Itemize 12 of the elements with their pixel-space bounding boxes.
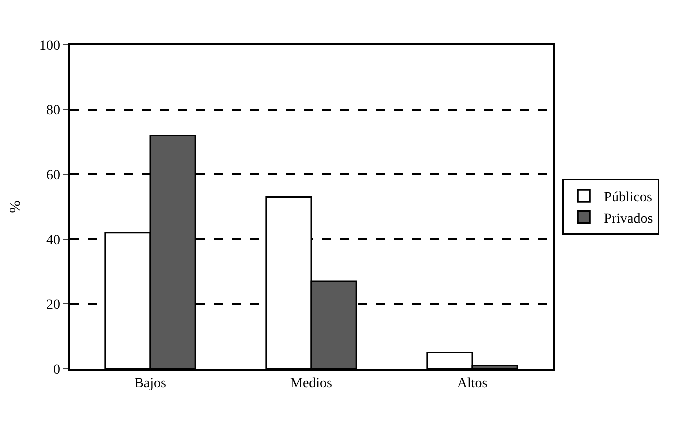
x-tick-label: Altos <box>457 376 488 392</box>
legend-label: Privados <box>604 212 654 227</box>
x-tick-label: Medios <box>290 376 332 392</box>
y-tick-label: 80 <box>46 104 60 119</box>
legend-label: Públicos <box>604 190 652 206</box>
y-tick-label: 20 <box>46 298 60 314</box>
y-tick-label: 40 <box>46 233 60 248</box>
y-tick-label: 100 <box>39 38 60 54</box>
y-tick-label: 60 <box>46 168 60 184</box>
x-tick-label: Bajos <box>134 376 166 392</box>
y-axis-title: % <box>8 200 24 214</box>
y-tick-label: 0 <box>53 362 60 378</box>
